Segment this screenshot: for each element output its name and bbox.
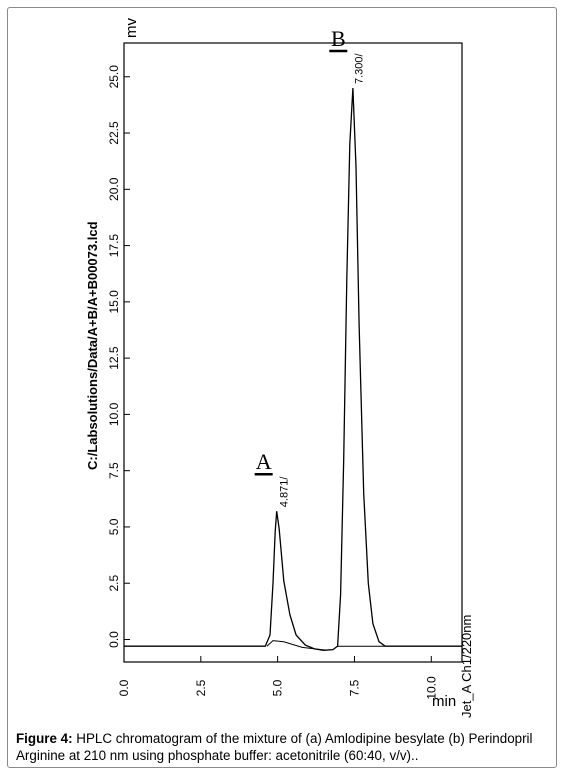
x-unit-label: min	[432, 693, 456, 710]
chromatogram-trace	[124, 87, 462, 651]
y-tick-label: 25.0	[107, 65, 121, 89]
y-axis-ticks: 0.0 2.5 5.0 7.5 10.0 12.5 15.0 17.5 20.0 22.5 25.0	[107, 65, 130, 648]
peak-a-baseline	[266, 640, 327, 651]
y-tick-label: 0.0	[107, 631, 121, 648]
peak-letter: A	[256, 449, 272, 474]
retention-time-label: 7.300/	[353, 52, 365, 84]
chromatogram-chart: 0.0 2.5 5.0 7.5 10.0 0.0 2.5 5.0 7.5 10.0 12.5 15.…	[85, 18, 474, 718]
y-tick-label: 20.0	[107, 177, 121, 201]
y-tick-label: 22.5	[107, 121, 121, 145]
y-tick-label: 15.0	[107, 290, 121, 314]
retention-time-label: 4.871/	[279, 476, 291, 508]
y-tick-label: 2.5	[107, 575, 121, 592]
channel-label: Jet_A Ch1/220nm	[459, 615, 474, 718]
caption-text: HPLC chromatogram of the mixture of (a) …	[16, 731, 533, 763]
plot-area	[123, 42, 463, 663]
x-tick-label: 2.5	[194, 679, 208, 696]
figure-frame	[7, 7, 557, 768]
peak-letter: B	[331, 26, 346, 51]
x-axis-ticks: 0.0 2.5 5.0 7.5 10.0	[117, 656, 438, 700]
y-unit-label: mv	[123, 18, 140, 38]
x-tick-label: 7.5	[347, 679, 361, 696]
y-tick-label: 10.0	[107, 402, 121, 426]
x-tick-label: 0.0	[117, 679, 131, 696]
peak-labels: 4.871/A 7.300/B	[254, 26, 365, 508]
x-tick-label: 5.0	[271, 679, 285, 696]
x-tick-label: 10.0	[424, 676, 438, 700]
y-tick-label: 7.5	[107, 462, 121, 479]
y-tick-label: 17.5	[107, 234, 121, 258]
file-path-label: C:/Labsolutions/Data/A+B/A+B00073.lcd	[85, 221, 100, 470]
caption-label: Figure 4:	[16, 731, 73, 746]
figure-caption: Figure 4: HPLC chromatogram of the mixtu…	[16, 730, 554, 764]
y-tick-label: 5.0	[107, 518, 121, 535]
y-tick-label: 12.5	[107, 346, 121, 370]
